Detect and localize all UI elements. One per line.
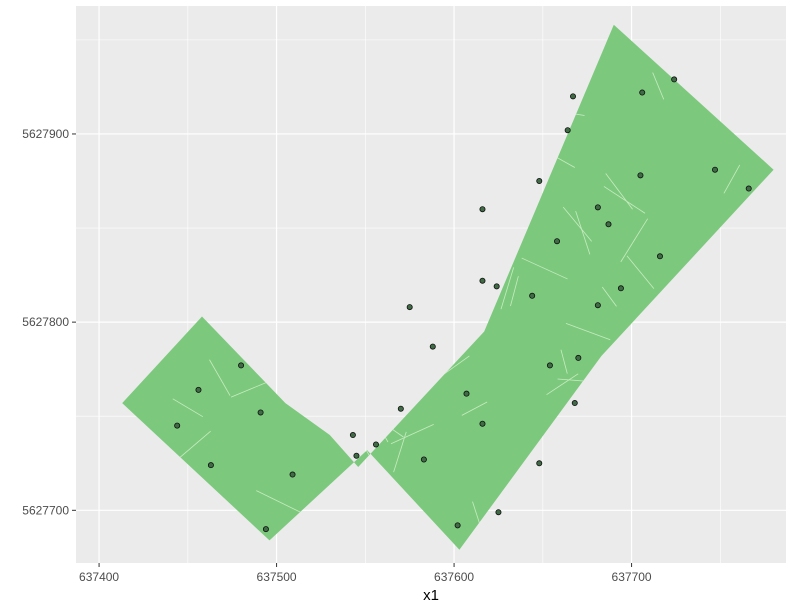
data-point: [594, 302, 601, 309]
x-tick-label: 637500: [257, 570, 297, 584]
data-point: [536, 460, 543, 467]
data-point: [594, 204, 601, 211]
data-point: [554, 238, 561, 245]
data-point: [617, 285, 624, 292]
data-point: [546, 362, 553, 369]
cell-border: [565, 322, 611, 341]
cell-border: [500, 267, 515, 310]
data-points: [174, 76, 752, 533]
data-point: [463, 390, 470, 397]
data-point: [605, 221, 612, 228]
cell-border: [230, 380, 271, 398]
y-tick-label: 5627900: [22, 127, 69, 141]
area-polygon: [122, 24, 774, 550]
data-point: [493, 283, 500, 290]
cell-border: [575, 211, 591, 255]
cell-border: [256, 490, 303, 514]
cell-border: [393, 431, 407, 473]
cell-border: [723, 164, 741, 194]
cell-border: [626, 255, 655, 289]
y-tick-labels: 5627700 5627800 5627900: [22, 127, 69, 517]
data-point: [536, 178, 543, 185]
x-tick-labels: 637400 637500 637600 637700: [79, 570, 652, 584]
data-point: [174, 422, 181, 429]
axis-ticks: [72, 133, 633, 567]
data-point: [406, 304, 413, 311]
y-tick-label: 5627700: [22, 503, 69, 517]
data-point: [479, 206, 486, 213]
x-tick-label: 637600: [434, 570, 474, 584]
cell-border: [620, 218, 649, 263]
data-point: [262, 526, 269, 533]
data-point: [420, 456, 427, 463]
data-point: [639, 89, 646, 96]
cell-border: [603, 186, 646, 214]
cell-border: [652, 72, 665, 100]
y-tick-label: 5627800: [22, 315, 69, 329]
data-point: [207, 462, 214, 469]
data-point: [372, 441, 379, 448]
sampled-area: [122, 24, 774, 550]
data-point: [238, 362, 245, 369]
cell-border: [521, 257, 568, 280]
data-point: [571, 400, 578, 407]
cell-border: [601, 286, 617, 307]
data-point: [479, 420, 486, 427]
data-point: [257, 409, 264, 416]
data-point: [495, 509, 502, 516]
data-point: [454, 522, 461, 529]
data-point: [575, 354, 582, 361]
cell-border: [209, 359, 231, 396]
data-point: [671, 76, 678, 83]
data-point: [712, 166, 719, 173]
data-point: [397, 405, 404, 412]
data-point: [195, 386, 202, 393]
cell-border: [177, 430, 211, 460]
data-point: [353, 452, 360, 459]
data-point: [564, 127, 571, 134]
cell-border: [172, 398, 204, 418]
x-tick-label: 637400: [79, 570, 119, 584]
data-point: [349, 432, 356, 439]
cell-border: [390, 424, 434, 445]
cell-border: [560, 349, 568, 374]
cell-border: [461, 401, 488, 416]
data-point: [289, 471, 296, 478]
data-point: [745, 185, 752, 192]
cell-border: [510, 276, 519, 307]
data-point: [656, 253, 663, 260]
cell-border: [605, 173, 633, 210]
cell-border: [546, 373, 579, 396]
cell-border: [562, 206, 592, 242]
x-tick-label: 637700: [612, 570, 652, 584]
data-point: [637, 172, 644, 179]
data-point: [529, 292, 536, 299]
data-point: [479, 277, 486, 284]
data-point: [570, 93, 577, 100]
x-axis-title: x1: [423, 587, 439, 604]
data-point: [429, 343, 436, 350]
